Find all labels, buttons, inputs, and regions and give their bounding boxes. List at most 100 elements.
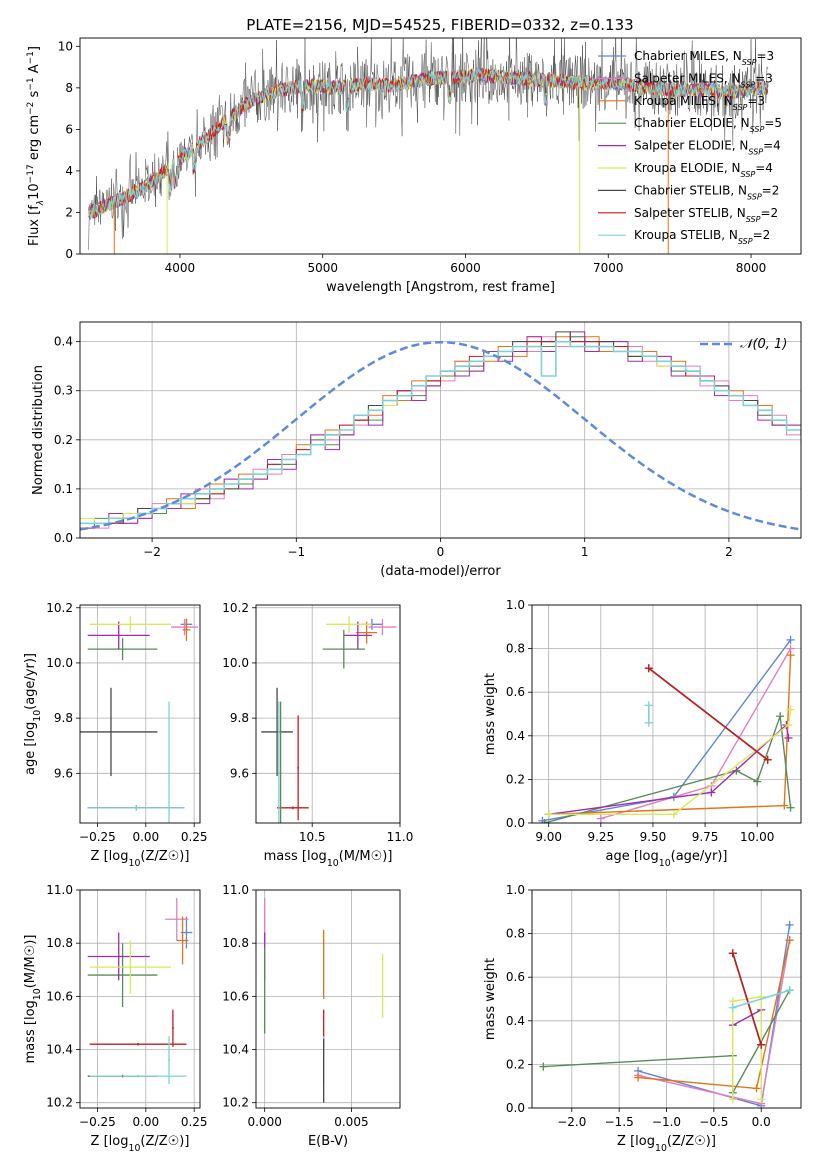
normal-reference-curve xyxy=(80,340,801,531)
z-mass-ytick-label-1: 10.4 xyxy=(46,1043,73,1057)
z-age-xlabel: Z [log10(Z/Z☉)] xyxy=(91,849,190,869)
z-age-ylabel: age [log10(age/yr)] xyxy=(23,653,43,775)
histogram-chabrier-miles xyxy=(80,341,801,524)
mass-age-point-2 xyxy=(356,621,378,644)
z-mass-ytick-label-3: 10.8 xyxy=(46,936,73,950)
z-age-point-5 xyxy=(89,616,171,633)
z-weight-xtick-label-2: −1.0 xyxy=(652,1115,681,1129)
spectrum-line-kroupa-stelib xyxy=(88,68,769,220)
z-age-xtick-label-0: −0.25 xyxy=(79,830,116,844)
ebv-mass-xlabel: E(B-V) xyxy=(308,1134,348,1149)
age-weight-ylabel: mass weight xyxy=(483,673,498,755)
z-age-ytick-label-0: 9.6 xyxy=(54,766,73,780)
z-mass-point-10 xyxy=(168,1036,170,1085)
mass-age-ytick-label-1: 9.8 xyxy=(230,711,249,725)
age-weight-xlabel: age [log10(age/yr)] xyxy=(606,849,728,869)
ebv-mass-frame xyxy=(255,889,401,1109)
z-weight-ytick-label-4: 0.8 xyxy=(506,927,525,941)
spectrum-ytick-label-5: 10 xyxy=(58,39,73,53)
age-weight-ytick-label-4: 0.8 xyxy=(506,642,525,656)
residuals-xtick-label-3: 1 xyxy=(581,545,589,559)
z-age-point-8 xyxy=(87,805,185,811)
spectrum-legend: Chabrier MILES, NSSP=3 Salpeter MILES, NS… xyxy=(598,49,782,246)
legend-entry-1: Salpeter MILES, NSSP=3 xyxy=(634,71,773,89)
residuals-xtick-label-1: −1 xyxy=(287,545,305,559)
z-age-xtick-label-1: 0.00 xyxy=(132,830,159,844)
age-weight-ytick-label-2: 0.4 xyxy=(506,729,525,743)
legend-entry-6: Chabrier STELIB, NSSP=2 xyxy=(634,183,779,201)
mass-age-frame xyxy=(255,604,401,824)
spectrum-xtick-label-4: 8000 xyxy=(736,261,767,275)
spectrum-frame xyxy=(79,37,802,255)
z-weight-ytick-label-1: 0.2 xyxy=(506,1057,525,1071)
legend-entry-0: Chabrier MILES, NSSP=3 xyxy=(634,49,774,67)
residuals-xlabel: (data-model)/error xyxy=(380,564,501,579)
z-age-point-4 xyxy=(87,621,150,650)
z-age-frame xyxy=(79,604,201,824)
ebv-mass-xtick-label-0: 0.000 xyxy=(247,1115,281,1129)
spectrum-xtick-label-0: 4000 xyxy=(165,261,196,275)
mass-age-point-6 xyxy=(261,687,293,777)
mass-age-panel: 10.5 11.0 9.6 9.8 10.0 10.2 mass [log10(M/M☉)] xyxy=(222,601,413,869)
age-weight-ytick-label-1: 0.2 xyxy=(506,772,525,786)
z-weight-xtick-label-0: −2.0 xyxy=(557,1115,586,1129)
spectrum-panel: 4000 5000 6000 7000 8000 0 2 4 6 8 10 wavelength [A… xyxy=(26,37,802,295)
age-weight-xtick-label-1: 9.25 xyxy=(587,830,614,844)
z-mass-point-3 xyxy=(87,943,158,1007)
residuals-xtick-label-2: 0 xyxy=(437,545,445,559)
z-mass-ytick-label-0: 10.2 xyxy=(46,1096,73,1110)
z-weight-ytick-label-3: 0.6 xyxy=(506,970,525,984)
spectrum-line-salpeter-stelib xyxy=(88,68,769,219)
z-age-ytick-label-2: 10.0 xyxy=(46,656,73,670)
age-weight-series-chabrier-miles xyxy=(538,635,795,823)
ebv-mass-ytick-label-4: 11.0 xyxy=(222,883,249,897)
z-mass-point-4 xyxy=(87,932,150,981)
mass-age-point-8 xyxy=(277,806,309,810)
z-mass-ytick-label-2: 10.6 xyxy=(46,989,73,1003)
residuals-ytick-label-0: 0.0 xyxy=(54,531,73,545)
z-age-ytick-label-1: 9.8 xyxy=(54,711,73,725)
ebv-mass-plot-area xyxy=(264,897,384,1103)
z-age-point-1 xyxy=(170,618,199,636)
residuals-ytick-label-3: 0.3 xyxy=(54,384,73,398)
z-mass-xtick-label-2: 0.25 xyxy=(181,1115,208,1129)
residuals-xtick-label-4: 2 xyxy=(725,545,733,559)
age-weight-ytick-label-3: 0.6 xyxy=(506,685,525,699)
age-weight-series-salpeter-stelib xyxy=(644,664,772,764)
mass-age-xtick-label-1: 11.0 xyxy=(387,830,414,844)
z-weight-series-kroupa-miles xyxy=(634,936,794,1093)
mass-age-point-5 xyxy=(326,616,372,633)
metallicity-mass-panel: −0.25 0.00 0.25 10.2 10.4 10.6 10.8 11.0 Z [log1… xyxy=(23,883,208,1154)
z-weight-ytick-label-0: 0.0 xyxy=(506,1101,525,1115)
z-weight-plot-area xyxy=(539,920,794,1108)
z-age-xtick-label-2: 0.25 xyxy=(181,830,208,844)
z-weight-series-salpeter-stelib xyxy=(728,949,766,1049)
figure-title: PLATE=2156, MJD=54525, FIBERID=0332, z=0… xyxy=(246,16,633,34)
z-age-plot-area xyxy=(80,616,199,823)
z-age-point-2 xyxy=(182,618,191,641)
residuals-ytick-label-2: 0.2 xyxy=(54,433,73,447)
age-weight-plot-area xyxy=(538,635,795,823)
legend-entry-4: Salpeter ELODIE, NSSP=4 xyxy=(634,139,781,157)
z-mass-xlabel: Z [log10(Z/Z☉)] xyxy=(91,1134,190,1154)
legend-entry-5: Kroupa ELODIE, NSSP=4 xyxy=(634,161,773,179)
histogram-kroupa-elodie xyxy=(80,341,801,524)
z-mass-point-7 xyxy=(89,1042,187,1046)
age-weight-panel: 9.00 9.25 9.50 9.75 10.00 0.0 0.2 0.4 0.6 0.8 1.0 a… xyxy=(483,598,802,869)
age-weight-xtick-label-3: 9.75 xyxy=(692,830,719,844)
spectrum-xtick-label-2: 6000 xyxy=(450,261,481,275)
z-weight-ytick-label-2: 0.4 xyxy=(506,1014,525,1028)
histogram-salpeter-elodie xyxy=(80,331,801,529)
mass-age-point-1 xyxy=(368,618,397,636)
residuals-ytick-label-4: 0.4 xyxy=(54,335,73,349)
ebv-mass-ytick-label-3: 10.8 xyxy=(222,936,249,950)
mass-age-xlabel: mass [log10(M/M☉)] xyxy=(264,849,393,869)
mass-age-point-10 xyxy=(279,701,282,823)
z-mass-ylabel: mass [log10(M/M☉)] xyxy=(23,935,43,1064)
residual-legend-label: 𝒩(0, 1) xyxy=(740,337,787,352)
z-mass-point-2 xyxy=(176,916,189,965)
metallicity-weight-panel: −2.0 −1.5 −1.0 −0.5 0.0 0.0 0.2 0.4 0.6 0.8 1.0 Z [… xyxy=(483,883,802,1154)
mass-age-xtick-label-0: 10.5 xyxy=(299,830,326,844)
spectrum-plot-area xyxy=(88,38,769,254)
residuals-ytick-label-1: 0.1 xyxy=(54,482,73,496)
